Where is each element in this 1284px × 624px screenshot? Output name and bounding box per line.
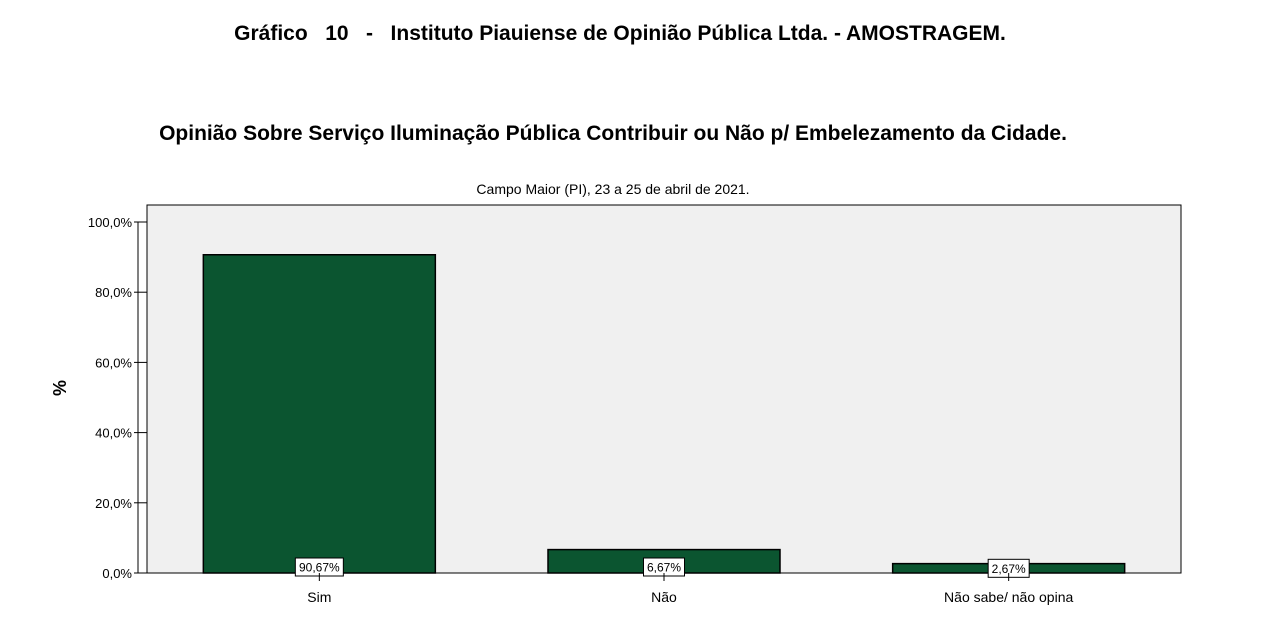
y-tick-label: 80,0% — [95, 285, 132, 300]
y-tick-label: 20,0% — [95, 496, 132, 511]
x-tick-label: Não sabe/ não opina — [944, 589, 1073, 605]
chart-subtitle: Campo Maior (PI), 23 a 25 de abril de 20… — [476, 181, 749, 197]
bar — [202, 253, 437, 574]
y-tick-label: 0,0% — [102, 566, 132, 581]
data-label: 2,67% — [992, 562, 1026, 576]
y-tick-label: 100,0% — [88, 215, 133, 230]
x-axis: Sim Não Não sabe/ não opina — [307, 573, 1073, 605]
bars: 90,67% 6,67% 2,67% — [202, 253, 1126, 578]
x-tick-label: Sim — [307, 589, 331, 605]
y-axis: 100,0% 80,0% 60,0% 40,0% 20,0% 0,0% — [88, 215, 147, 581]
y-tick-label: 60,0% — [95, 355, 132, 370]
chart-title: Opinião Sobre Serviço Iluminação Pública… — [159, 122, 1067, 145]
y-tick-label: 40,0% — [95, 426, 132, 441]
y-axis-label: % — [50, 380, 70, 396]
page-header-title: Gráfico 10 - Instituto Piauiense de Opin… — [234, 22, 1006, 45]
data-label: 90,67% — [299, 561, 340, 575]
data-label: 6,67% — [647, 561, 681, 575]
x-tick-label: Não — [651, 589, 677, 605]
